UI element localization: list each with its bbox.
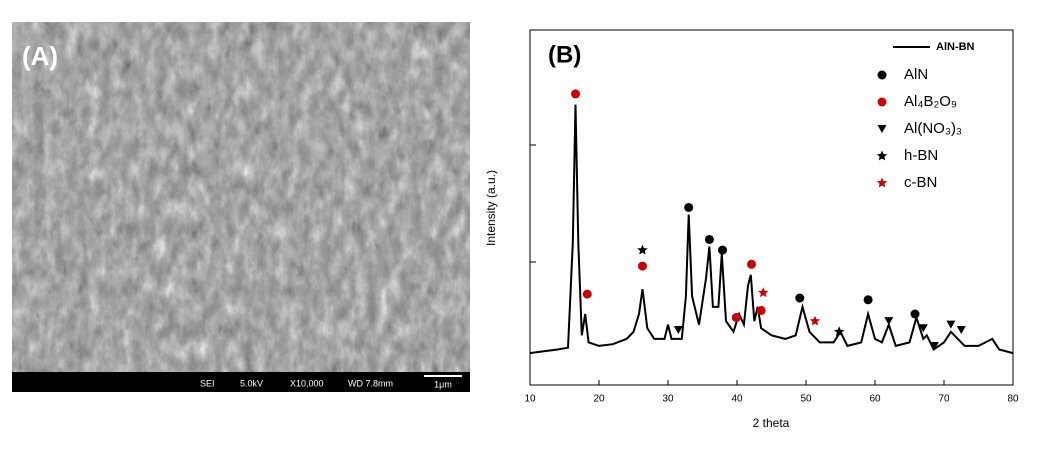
peak-marker	[582, 289, 592, 299]
peak-marker	[746, 259, 756, 269]
legend-label: AlN-BN	[936, 41, 975, 53]
scale-bar-label: 1μm	[434, 379, 452, 389]
legend-marker	[876, 177, 888, 188]
data-line	[529, 104, 1014, 355]
panel-label: (B)	[548, 41, 581, 68]
x-tick-label: 60	[869, 394, 881, 405]
x-tick-label: 10	[524, 394, 536, 405]
peak-marker	[637, 261, 647, 271]
peak-marker	[704, 234, 714, 244]
xrd-chart: (B) 2 theta Intensity (a.u.) 10 20 30 40 50 6…	[484, 29, 1019, 430]
peak-marker	[918, 324, 928, 333]
x-axis-label: 2 theta	[753, 416, 790, 430]
sem-panel: (A) SEI 5.0kV X10,000 WD 7.8mm 1μm	[12, 22, 470, 392]
legend-marker	[876, 150, 888, 161]
peak-marker	[637, 244, 648, 255]
y-axis-label: Intensity (a.u.)	[484, 170, 498, 246]
info-bar	[12, 372, 470, 392]
x-tick-label: 40	[731, 394, 743, 405]
peak-marker	[571, 89, 581, 99]
info-text: WD 7.8mm	[348, 378, 393, 388]
legend-label: c-BN	[904, 174, 937, 191]
x-tick-label: 50	[800, 394, 812, 405]
legend-marker	[877, 97, 887, 107]
info-text: 5.0kV	[240, 378, 263, 388]
legend-marker	[877, 125, 887, 133]
info-text: SEI	[200, 378, 215, 388]
peak-marker	[929, 341, 939, 350]
plot-frame	[529, 29, 1014, 386]
peak-marker	[946, 320, 956, 329]
legend-label: AlN	[904, 66, 928, 83]
peak-marker	[956, 325, 966, 334]
peak-marker	[910, 309, 920, 319]
info-text: X10,000	[290, 378, 324, 388]
sem-image	[12, 22, 470, 374]
peak-marker	[731, 313, 741, 323]
peak-marker	[795, 293, 805, 303]
x-tick-label: 20	[593, 394, 605, 405]
peak-marker	[863, 295, 873, 305]
peak-marker	[758, 287, 769, 298]
peak-marker	[684, 203, 694, 212]
x-tick-label: 30	[662, 394, 674, 405]
legend-label: Al₄B₂O₉	[904, 93, 957, 110]
peak-marker	[809, 315, 821, 326]
legend-label: Al(NO₃)₃	[904, 120, 962, 137]
panel-label: (A)	[22, 41, 58, 71]
legend-label: h-BN	[904, 147, 938, 164]
peak-marker	[756, 305, 766, 315]
peak-marker	[833, 326, 845, 337]
legend-marker	[877, 70, 887, 80]
x-tick-label: 80	[1007, 394, 1019, 405]
peak-marker	[884, 317, 894, 326]
peak-marker	[673, 325, 683, 334]
x-tick-label: 70	[938, 394, 950, 405]
peak-marker	[718, 245, 728, 255]
